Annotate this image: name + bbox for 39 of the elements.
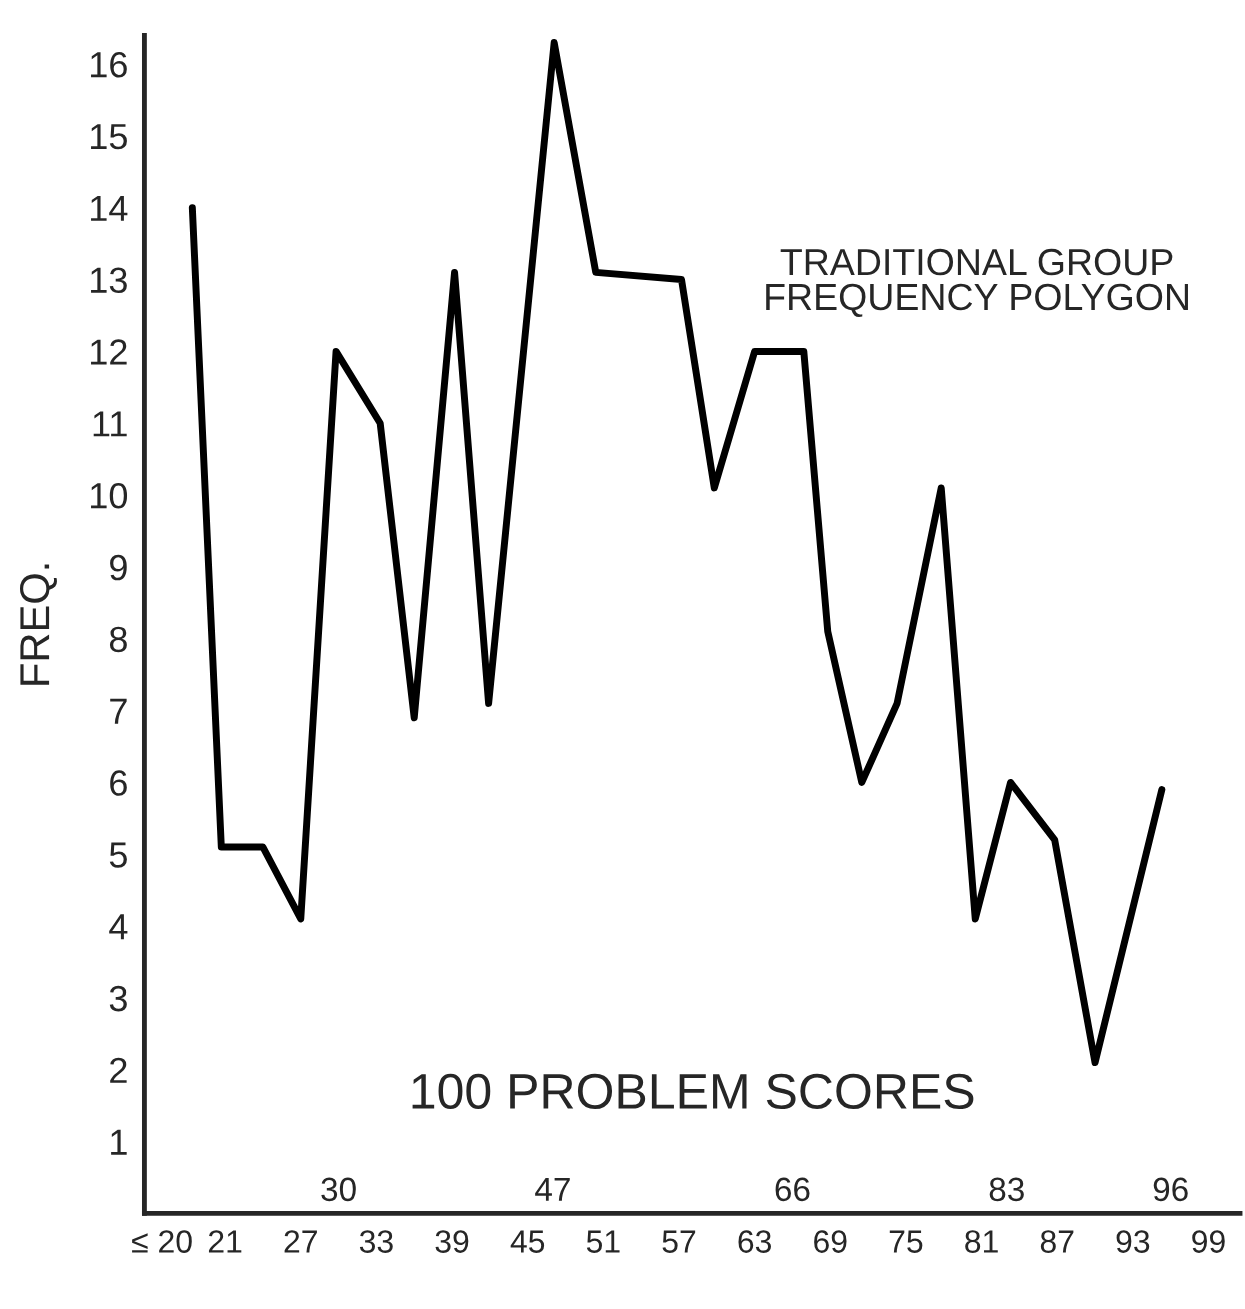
x-axis-title: 100 PROBLEM SCORES [412,1073,974,1110]
y-tick-label: 4 [109,914,128,940]
y-tick-label: 2 [110,1057,127,1083]
x-tick-label: 81 [965,1230,998,1253]
x-tick-label: 87 [1040,1230,1074,1253]
x-tick-label: 27 [284,1230,317,1253]
y-tick-label: 6 [110,770,127,796]
x-tick-label: 51 [586,1230,620,1253]
x2-tick-label: 66 [775,1177,810,1202]
x-tick-label: 75 [889,1230,923,1253]
y-tick-label: 15 [91,124,127,150]
x-tick-label: 33 [359,1230,393,1253]
text: TRADITIONAL GROUP FREQUENCY POLYGON [766,248,1188,317]
x-tick-label: 63 [738,1230,771,1253]
y-axis-title: FREQ. [19,564,57,685]
x2-tick-label: 83 [989,1177,1024,1202]
x2-tick-label: 96 [1153,1177,1188,1202]
y-tick-label: 14 [91,195,128,221]
x-tick-label: 57 [662,1230,696,1253]
y-tick-label: 16 [91,51,127,78]
x-tick-label: 39 [435,1230,469,1253]
y-tick-label: 7 [110,698,127,724]
y-tick-label: 13 [91,267,127,294]
y-tick-label: 9 [110,554,127,581]
y-tick-label: 11 [93,411,127,437]
y-tick-label: 12 [91,339,127,365]
x-tick-label: 21 [208,1230,242,1253]
x2-tick-label: 47 [535,1177,570,1201]
x-tick-label: 93 [1116,1230,1150,1253]
x-tick-label: 99 [1192,1230,1225,1253]
x-tick-label: ≤ 20 [132,1230,192,1253]
y-tick-label: 3 [109,985,127,1012]
y-tick-label: 8 [109,626,127,653]
y-tick-label: 10 [91,482,128,509]
x-tick-label: 69 [814,1230,847,1253]
y-tick-label: 5 [109,842,127,868]
y-tick-label: 1 [111,1129,127,1155]
x2-tick-label: 30 [321,1177,356,1202]
x-tick-label: 45 [510,1230,545,1253]
